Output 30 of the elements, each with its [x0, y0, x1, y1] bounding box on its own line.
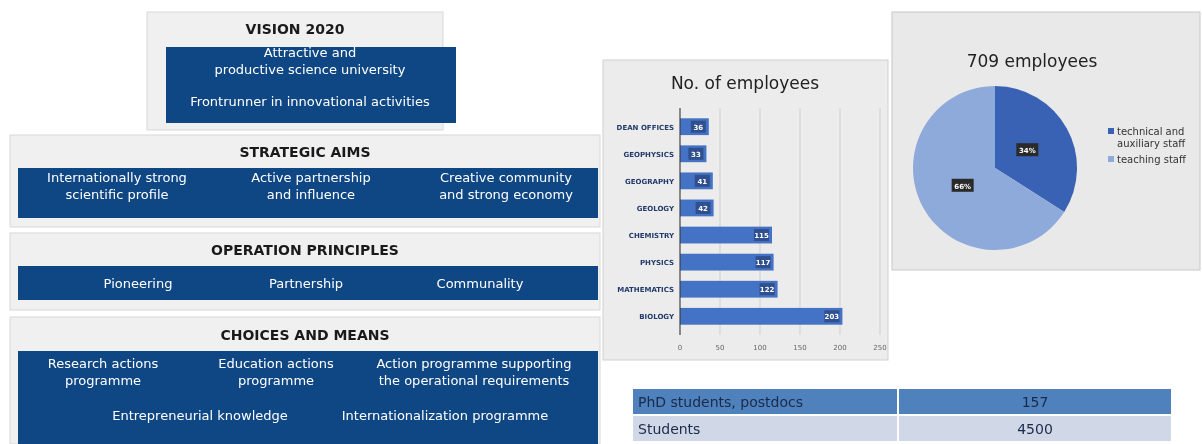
text: Research actions programme — [47, 355, 159, 388]
text: Frontrunner in innovational activities — [190, 94, 430, 109]
legend-label: teaching staff — [1117, 154, 1187, 165]
pie-slice — [913, 86, 1065, 250]
legend-label: technical and auxiliary staff — [1117, 126, 1187, 149]
text: CHOICES AND MEANS — [220, 327, 390, 343]
text: OPERATION PRINCIPLES — [211, 242, 399, 258]
text: STRATEGIC AIMS — [239, 144, 371, 160]
text: Education actions programme — [218, 355, 335, 388]
pie-slice — [995, 86, 1077, 212]
text: Pioneering — [103, 276, 173, 291]
text: VISION 2020 — [245, 21, 345, 37]
text: Active partnership and influence — [251, 169, 371, 202]
data-label: 157 — [1021, 394, 1049, 410]
text: Internationalization programme — [341, 408, 549, 423]
chart-title: 709 employees — [966, 51, 1098, 71]
text: Action programme supporting the operational requirements — [376, 355, 572, 388]
text: Attractive and productive science university — [214, 44, 406, 77]
text: Creative community and strong economy — [439, 169, 574, 202]
data-label: 4500 — [1017, 421, 1053, 437]
chart-title: No. of employees — [670, 73, 820, 93]
bar — [680, 280, 778, 298]
bar — [680, 307, 843, 325]
text: Communality — [436, 276, 524, 291]
category-label: Students — [638, 421, 701, 437]
text: Internationally strong scientific profile — [47, 169, 187, 202]
bar — [680, 253, 774, 271]
text: Partnership — [268, 276, 344, 291]
text: Entrepreneurial knowledge — [112, 408, 288, 423]
category-label: PhD students, postdocs — [638, 394, 803, 410]
